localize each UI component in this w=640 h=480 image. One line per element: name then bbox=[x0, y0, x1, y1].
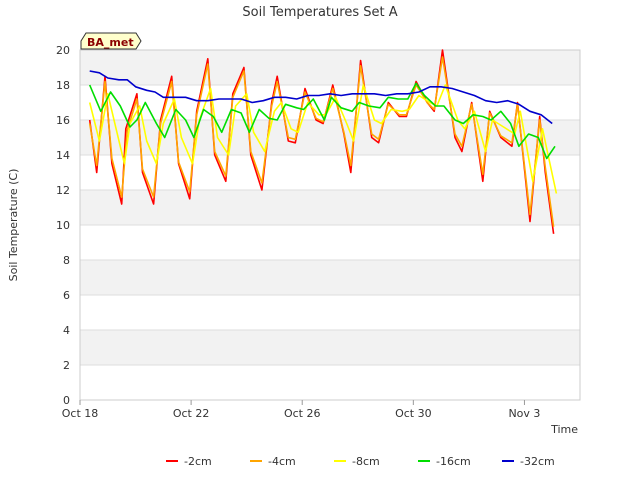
y-band bbox=[80, 260, 580, 295]
y-tick-label: 0 bbox=[63, 394, 70, 407]
axes bbox=[79, 49, 581, 401]
legend: -2cm -4cm -8cm -16cm -32cm bbox=[166, 455, 555, 468]
x-tick-label: Oct 26 bbox=[284, 407, 321, 420]
chart-title: Soil Temperatures Set A bbox=[242, 5, 397, 20]
y-band bbox=[80, 50, 580, 85]
site-badge-box bbox=[80, 32, 142, 50]
legend-label: -16cm bbox=[436, 455, 471, 468]
legend-label: -2cm bbox=[184, 455, 212, 468]
y-tick-label: 12 bbox=[56, 184, 70, 197]
x-axis-label: Time bbox=[550, 423, 578, 436]
y-tick-label: 16 bbox=[56, 114, 70, 127]
y-tick-label: 4 bbox=[63, 324, 70, 337]
y-axis-label: Soil Temperature (C) bbox=[7, 169, 20, 282]
series-line-neg32cm bbox=[89, 70, 553, 125]
y-tick-label: 20 bbox=[56, 44, 70, 57]
series-line-neg16cm bbox=[88, 82, 556, 160]
y-tick-label: 2 bbox=[63, 359, 70, 372]
legend-label: -8cm bbox=[352, 455, 380, 468]
y-tick-label: 6 bbox=[63, 289, 70, 302]
series-line-neg4cm bbox=[88, 56, 555, 227]
x-tick-label: Oct 30 bbox=[395, 407, 432, 420]
plot-frame bbox=[79, 49, 581, 401]
series-line-neg8cm bbox=[88, 84, 558, 194]
x-tick-label: Nov 3 bbox=[508, 407, 540, 420]
y-tick-label: 14 bbox=[56, 149, 70, 162]
legend-label: -4cm bbox=[268, 455, 296, 468]
y-tick-label: 10 bbox=[56, 219, 70, 232]
x-tick-label: Oct 22 bbox=[173, 407, 210, 420]
y-band bbox=[80, 330, 580, 365]
tick-labels: 0 2 4 6 8 10 12 14 16 18 20 Oct 18 Oct 22 Oct 26 Oct 3… bbox=[56, 44, 540, 420]
series-layer bbox=[88, 49, 558, 234]
site-badge: BA_met bbox=[80, 32, 142, 50]
x-tick-label: Oct 18 bbox=[62, 407, 99, 420]
site-badge-label: BA_met bbox=[87, 36, 134, 49]
y-band bbox=[80, 120, 580, 155]
y-tick-label: 8 bbox=[63, 254, 70, 267]
legend-label: -32cm bbox=[520, 455, 555, 468]
y-band bbox=[80, 190, 580, 225]
y-tick-label: 18 bbox=[56, 79, 70, 92]
